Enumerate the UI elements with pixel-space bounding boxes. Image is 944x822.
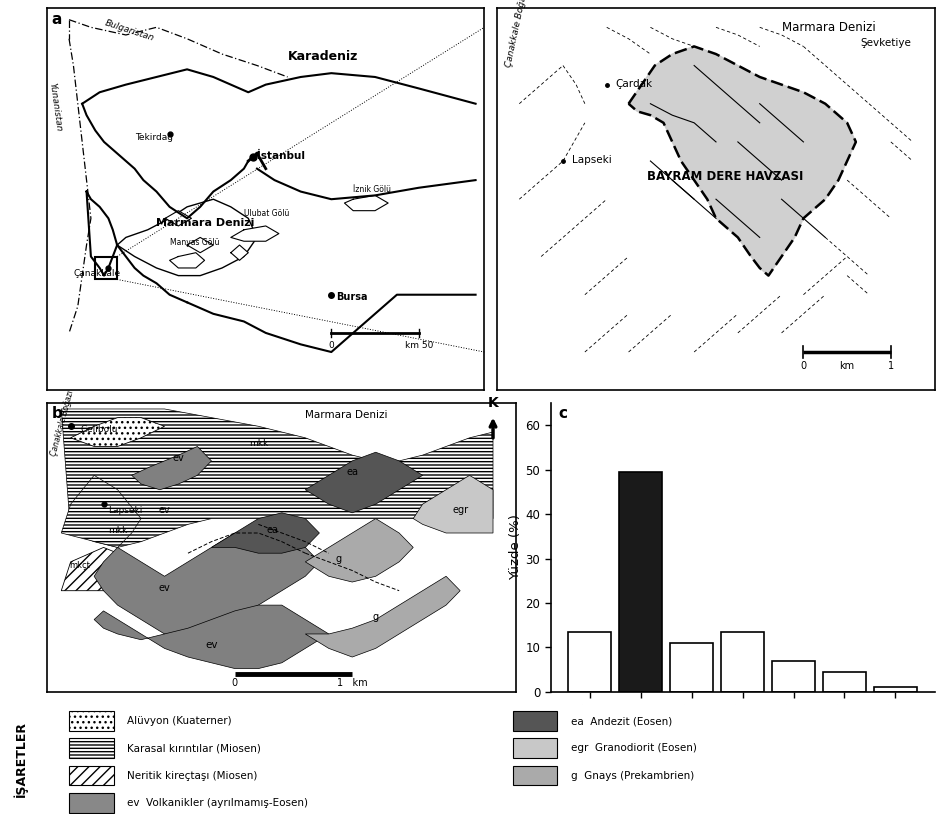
Text: ev: ev [173, 453, 184, 463]
Polygon shape [305, 452, 423, 513]
Text: 1   km: 1 km [337, 678, 367, 688]
Text: BAYRAM DERE HAVZASI: BAYRAM DERE HAVZASI [647, 170, 803, 183]
Text: egr  Granodiorit (Eosen): egr Granodiorit (Eosen) [571, 743, 697, 753]
Text: g  Gnays (Prekambrien): g Gnays (Prekambrien) [571, 770, 694, 781]
Text: Çanakkale Boğazı: Çanakkale Boğazı [49, 390, 76, 457]
Text: Manyas Gölü: Manyas Gölü [170, 238, 219, 247]
Text: Lapseki: Lapseki [572, 155, 612, 165]
Text: Alüvyon (Kuaterner): Alüvyon (Kuaterner) [127, 716, 231, 726]
Text: 1: 1 [887, 361, 894, 372]
Text: b: b [52, 406, 62, 421]
X-axis label: Yükselti basamağı  (m): Yükselti basamağı (m) [666, 751, 818, 764]
Polygon shape [61, 547, 118, 591]
Polygon shape [187, 238, 213, 252]
Text: km: km [839, 361, 854, 372]
Text: Tekirdağ: Tekirdağ [135, 133, 173, 142]
Polygon shape [165, 210, 192, 226]
Text: Gelibolu: Gelibolu [80, 425, 118, 434]
Text: egr: egr [452, 505, 468, 515]
Text: Ulubat Gölü: Ulubat Gölü [244, 210, 289, 219]
FancyBboxPatch shape [70, 711, 113, 731]
Text: Çanakkale Boğazı: Çanakkale Boğazı [504, 0, 530, 67]
Polygon shape [211, 513, 319, 553]
Bar [670, 643, 714, 691]
FancyBboxPatch shape [70, 766, 113, 785]
Polygon shape [71, 418, 164, 446]
Polygon shape [230, 245, 248, 261]
Text: Çardak: Çardak [615, 79, 652, 89]
Bar [568, 632, 612, 691]
Text: mkçt: mkçt [70, 561, 91, 570]
Polygon shape [61, 475, 141, 547]
Text: 0: 0 [329, 341, 334, 350]
Polygon shape [170, 252, 205, 268]
Text: İznik Gölü: İznik Gölü [353, 185, 391, 193]
Bar [95, 256, 117, 279]
Text: Marmara Denizi: Marmara Denizi [782, 21, 875, 35]
Y-axis label: Yüzde (%): Yüzde (%) [510, 515, 523, 580]
Bar [721, 632, 765, 691]
Polygon shape [230, 226, 278, 241]
FancyBboxPatch shape [514, 738, 557, 758]
Text: ev: ev [159, 583, 171, 593]
Bar [823, 672, 867, 691]
Bar [772, 661, 816, 691]
Text: g: g [373, 612, 379, 621]
Polygon shape [94, 524, 319, 640]
Text: ev: ev [159, 505, 171, 515]
Text: ea  Andezit (Eosen): ea Andezit (Eosen) [571, 716, 672, 726]
Bar [619, 472, 663, 691]
FancyBboxPatch shape [514, 711, 557, 731]
Polygon shape [345, 196, 388, 210]
Text: 0: 0 [232, 678, 238, 688]
Bar [874, 687, 918, 691]
Text: K: K [488, 396, 498, 410]
Text: Karadeniz: Karadeniz [288, 50, 358, 62]
Text: mkk: mkk [249, 440, 268, 449]
Polygon shape [629, 46, 856, 275]
Polygon shape [131, 446, 211, 490]
Text: Neritik kireçtaşı (Miosen): Neritik kireçtaşı (Miosen) [127, 770, 258, 781]
FancyBboxPatch shape [70, 738, 113, 758]
Text: İŞARETLER: İŞARETLER [13, 721, 28, 797]
Text: ea: ea [266, 525, 278, 535]
Text: Yunanistan: Yunanistan [47, 82, 63, 132]
Polygon shape [305, 519, 413, 582]
Text: Lapseki: Lapseki [109, 506, 143, 515]
Text: Şevketiye: Şevketiye [860, 39, 911, 48]
Polygon shape [117, 199, 257, 275]
Text: g: g [335, 554, 341, 564]
Text: c: c [558, 406, 567, 421]
Polygon shape [61, 409, 493, 547]
Text: ev: ev [205, 640, 218, 650]
Polygon shape [94, 605, 329, 668]
Text: mkk: mkk [108, 526, 127, 535]
Text: Karasal kırıntılar (Miosen): Karasal kırıntılar (Miosen) [127, 743, 261, 753]
Polygon shape [305, 576, 460, 657]
Text: Bursa: Bursa [336, 293, 367, 302]
Text: Marmara Denizi: Marmara Denizi [157, 218, 255, 228]
Text: İstanbul: İstanbul [257, 151, 305, 161]
Text: a: a [52, 12, 62, 27]
Text: 0: 0 [801, 361, 806, 372]
Text: Çanakkale: Çanakkale [74, 269, 121, 278]
FancyBboxPatch shape [514, 766, 557, 785]
Text: ev  Volkanikler (ayrılmamış-Eosen): ev Volkanikler (ayrılmamış-Eosen) [127, 798, 308, 808]
Text: Marmara Denizi: Marmara Denizi [305, 409, 388, 419]
FancyBboxPatch shape [70, 793, 113, 813]
Text: Bulgaristan: Bulgaristan [104, 18, 156, 43]
Polygon shape [413, 475, 493, 533]
Text: km 50: km 50 [405, 341, 433, 350]
Text: ea: ea [346, 468, 358, 478]
